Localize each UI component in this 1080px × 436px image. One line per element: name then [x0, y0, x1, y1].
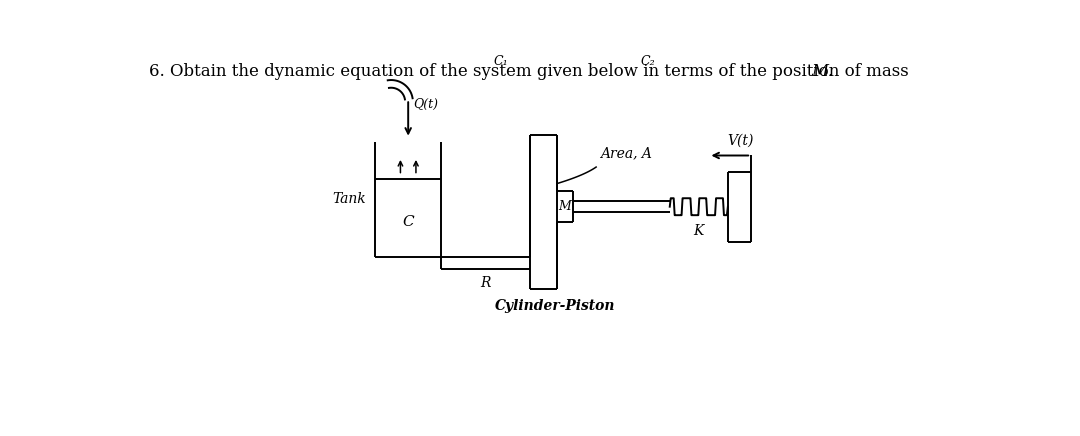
Text: C: C	[403, 215, 414, 229]
Text: 6. Obtain the dynamic equation of the system given below in terms of the positio: 6. Obtain the dynamic equation of the sy…	[149, 63, 914, 80]
Text: Cylinder-Piston: Cylinder-Piston	[496, 299, 616, 313]
Text: R: R	[481, 276, 491, 290]
Text: V(t): V(t)	[727, 134, 754, 148]
Text: C₂: C₂	[640, 54, 656, 68]
Text: M.: M.	[811, 63, 834, 80]
Text: K: K	[693, 224, 704, 238]
Text: Q(t): Q(t)	[413, 98, 437, 111]
Text: Tank: Tank	[333, 192, 366, 206]
Text: Area, A: Area, A	[600, 146, 652, 160]
Text: M: M	[558, 200, 571, 213]
Text: C₁: C₁	[494, 54, 508, 68]
